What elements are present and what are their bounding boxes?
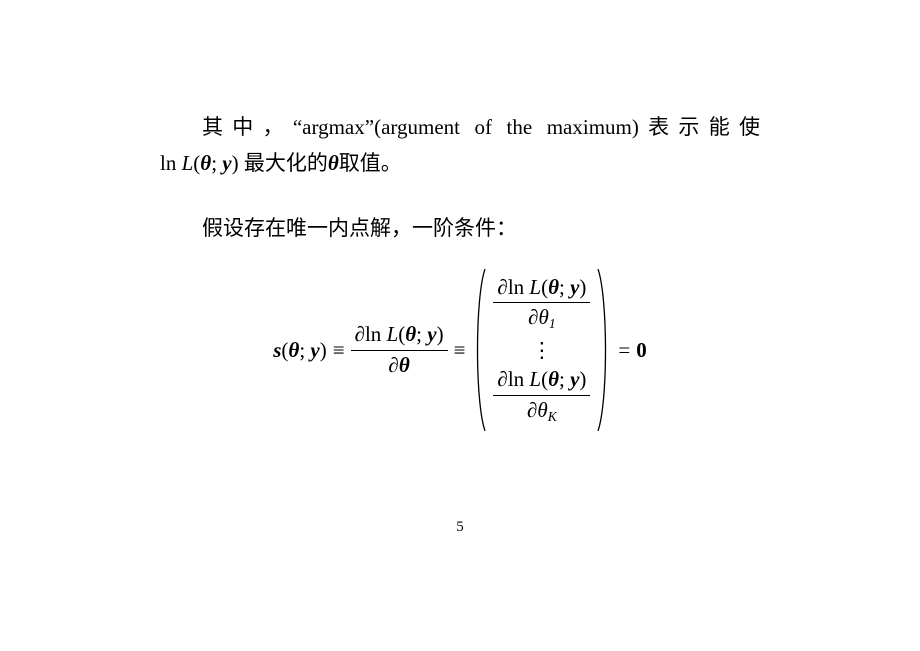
close-4: ) — [579, 275, 586, 299]
equiv-1: ≡ — [333, 338, 345, 363]
L-1: L — [387, 322, 399, 346]
theta-symbol-2: θ — [328, 151, 339, 175]
score-equation: s(θ; y) ≡ ∂ln L(θ; y) ∂θ ≡ — [160, 267, 760, 433]
ln-3: ln — [508, 367, 530, 391]
theta-6: θ — [548, 275, 559, 299]
left-paren-large — [471, 267, 489, 433]
theta-symbol: θ — [200, 151, 211, 175]
close-paren: ) — [232, 151, 239, 175]
denominator-bottom: ∂θK — [523, 396, 561, 425]
theta-5: θ — [399, 353, 410, 377]
denominator-top: ∂θ1 — [524, 303, 560, 332]
partial-1: ∂ — [355, 322, 365, 346]
arg-sep: ; — [211, 151, 222, 175]
paragraph-2: 假设存在唯一内点解，一阶条件： — [160, 211, 760, 247]
close-5: ) — [579, 367, 586, 391]
equation-row: s(θ; y) ≡ ∂ln L(θ; y) ∂θ ≡ — [273, 267, 647, 433]
numerator-bottom: ∂ln L(θ; y) — [493, 367, 590, 395]
ln-1: ln — [365, 322, 387, 346]
para1-text-1: 其中，“argmax”(argument of the maximum)表示能使 — [202, 115, 760, 139]
L-3: L — [529, 367, 541, 391]
y-symbol: y — [222, 151, 231, 175]
numerator-1: ∂ln L(θ; y) — [351, 322, 448, 350]
fraction-dlnL-dtheta: ∂ln L(θ; y) ∂θ — [351, 322, 448, 377]
page-number: 5 — [0, 519, 920, 536]
equals-sign: = — [618, 338, 630, 363]
page: 其中，“argmax”(argument of the maximum)表示能使… — [0, 0, 920, 651]
para1-text-3: 取值。 — [339, 151, 402, 175]
partial-4: ∂ — [528, 305, 538, 329]
zero-vector: 0 — [636, 338, 647, 363]
sep-2: ; — [299, 338, 310, 362]
inline-math-lnL: ln L(θ; y) — [160, 151, 244, 175]
ln-2: ln — [508, 275, 530, 299]
theta-4: θ — [405, 322, 416, 346]
y-3: y — [427, 322, 436, 346]
partial-5: ∂ — [497, 367, 507, 391]
y-2: y — [310, 338, 319, 362]
partial-3: ∂ — [497, 275, 507, 299]
theta-9: θ — [537, 398, 547, 422]
ln-text: ln — [160, 151, 182, 175]
partial-6: ∂ — [527, 398, 537, 422]
theta-8: θ — [548, 367, 559, 391]
theta-7: θ — [539, 305, 549, 329]
right-paren-large — [594, 267, 612, 433]
denominator-1: ∂θ — [384, 351, 413, 378]
L-2: L — [529, 275, 541, 299]
fraction-bottom-entry: ∂ln L(θ; y) ∂θK — [493, 367, 590, 425]
sep-3: ; — [416, 322, 427, 346]
matrix-column: ∂ln L(θ; y) ∂θ1 ⋮ ∂ln L(θ; y) ∂θK — [489, 267, 594, 433]
paragraph-1: 其中，“argmax”(argument of the maximum)表示能使… — [160, 110, 760, 181]
close-3: ) — [437, 322, 444, 346]
vertical-dots: ⋮ — [531, 340, 552, 361]
sep-5: ; — [559, 367, 570, 391]
L-symbol: L — [182, 151, 194, 175]
subscript-1: 1 — [549, 316, 556, 331]
score-vector-matrix: ∂ln L(θ; y) ∂θ1 ⋮ ∂ln L(θ; y) ∂θK — [471, 267, 612, 433]
numerator-top: ∂ln L(θ; y) — [493, 275, 590, 303]
para1-text-2: 最大化的 — [244, 151, 328, 175]
close-paren-2: ) — [320, 338, 327, 362]
subscript-K: K — [548, 409, 557, 424]
partial-2: ∂ — [388, 353, 398, 377]
equiv-2: ≡ — [454, 338, 466, 363]
lhs-s-of-theta-y: s(θ; y) — [273, 338, 327, 363]
theta-3: θ — [288, 338, 299, 362]
fraction-top-entry: ∂ln L(θ; y) ∂θ1 — [493, 275, 590, 333]
sep-4: ; — [559, 275, 570, 299]
